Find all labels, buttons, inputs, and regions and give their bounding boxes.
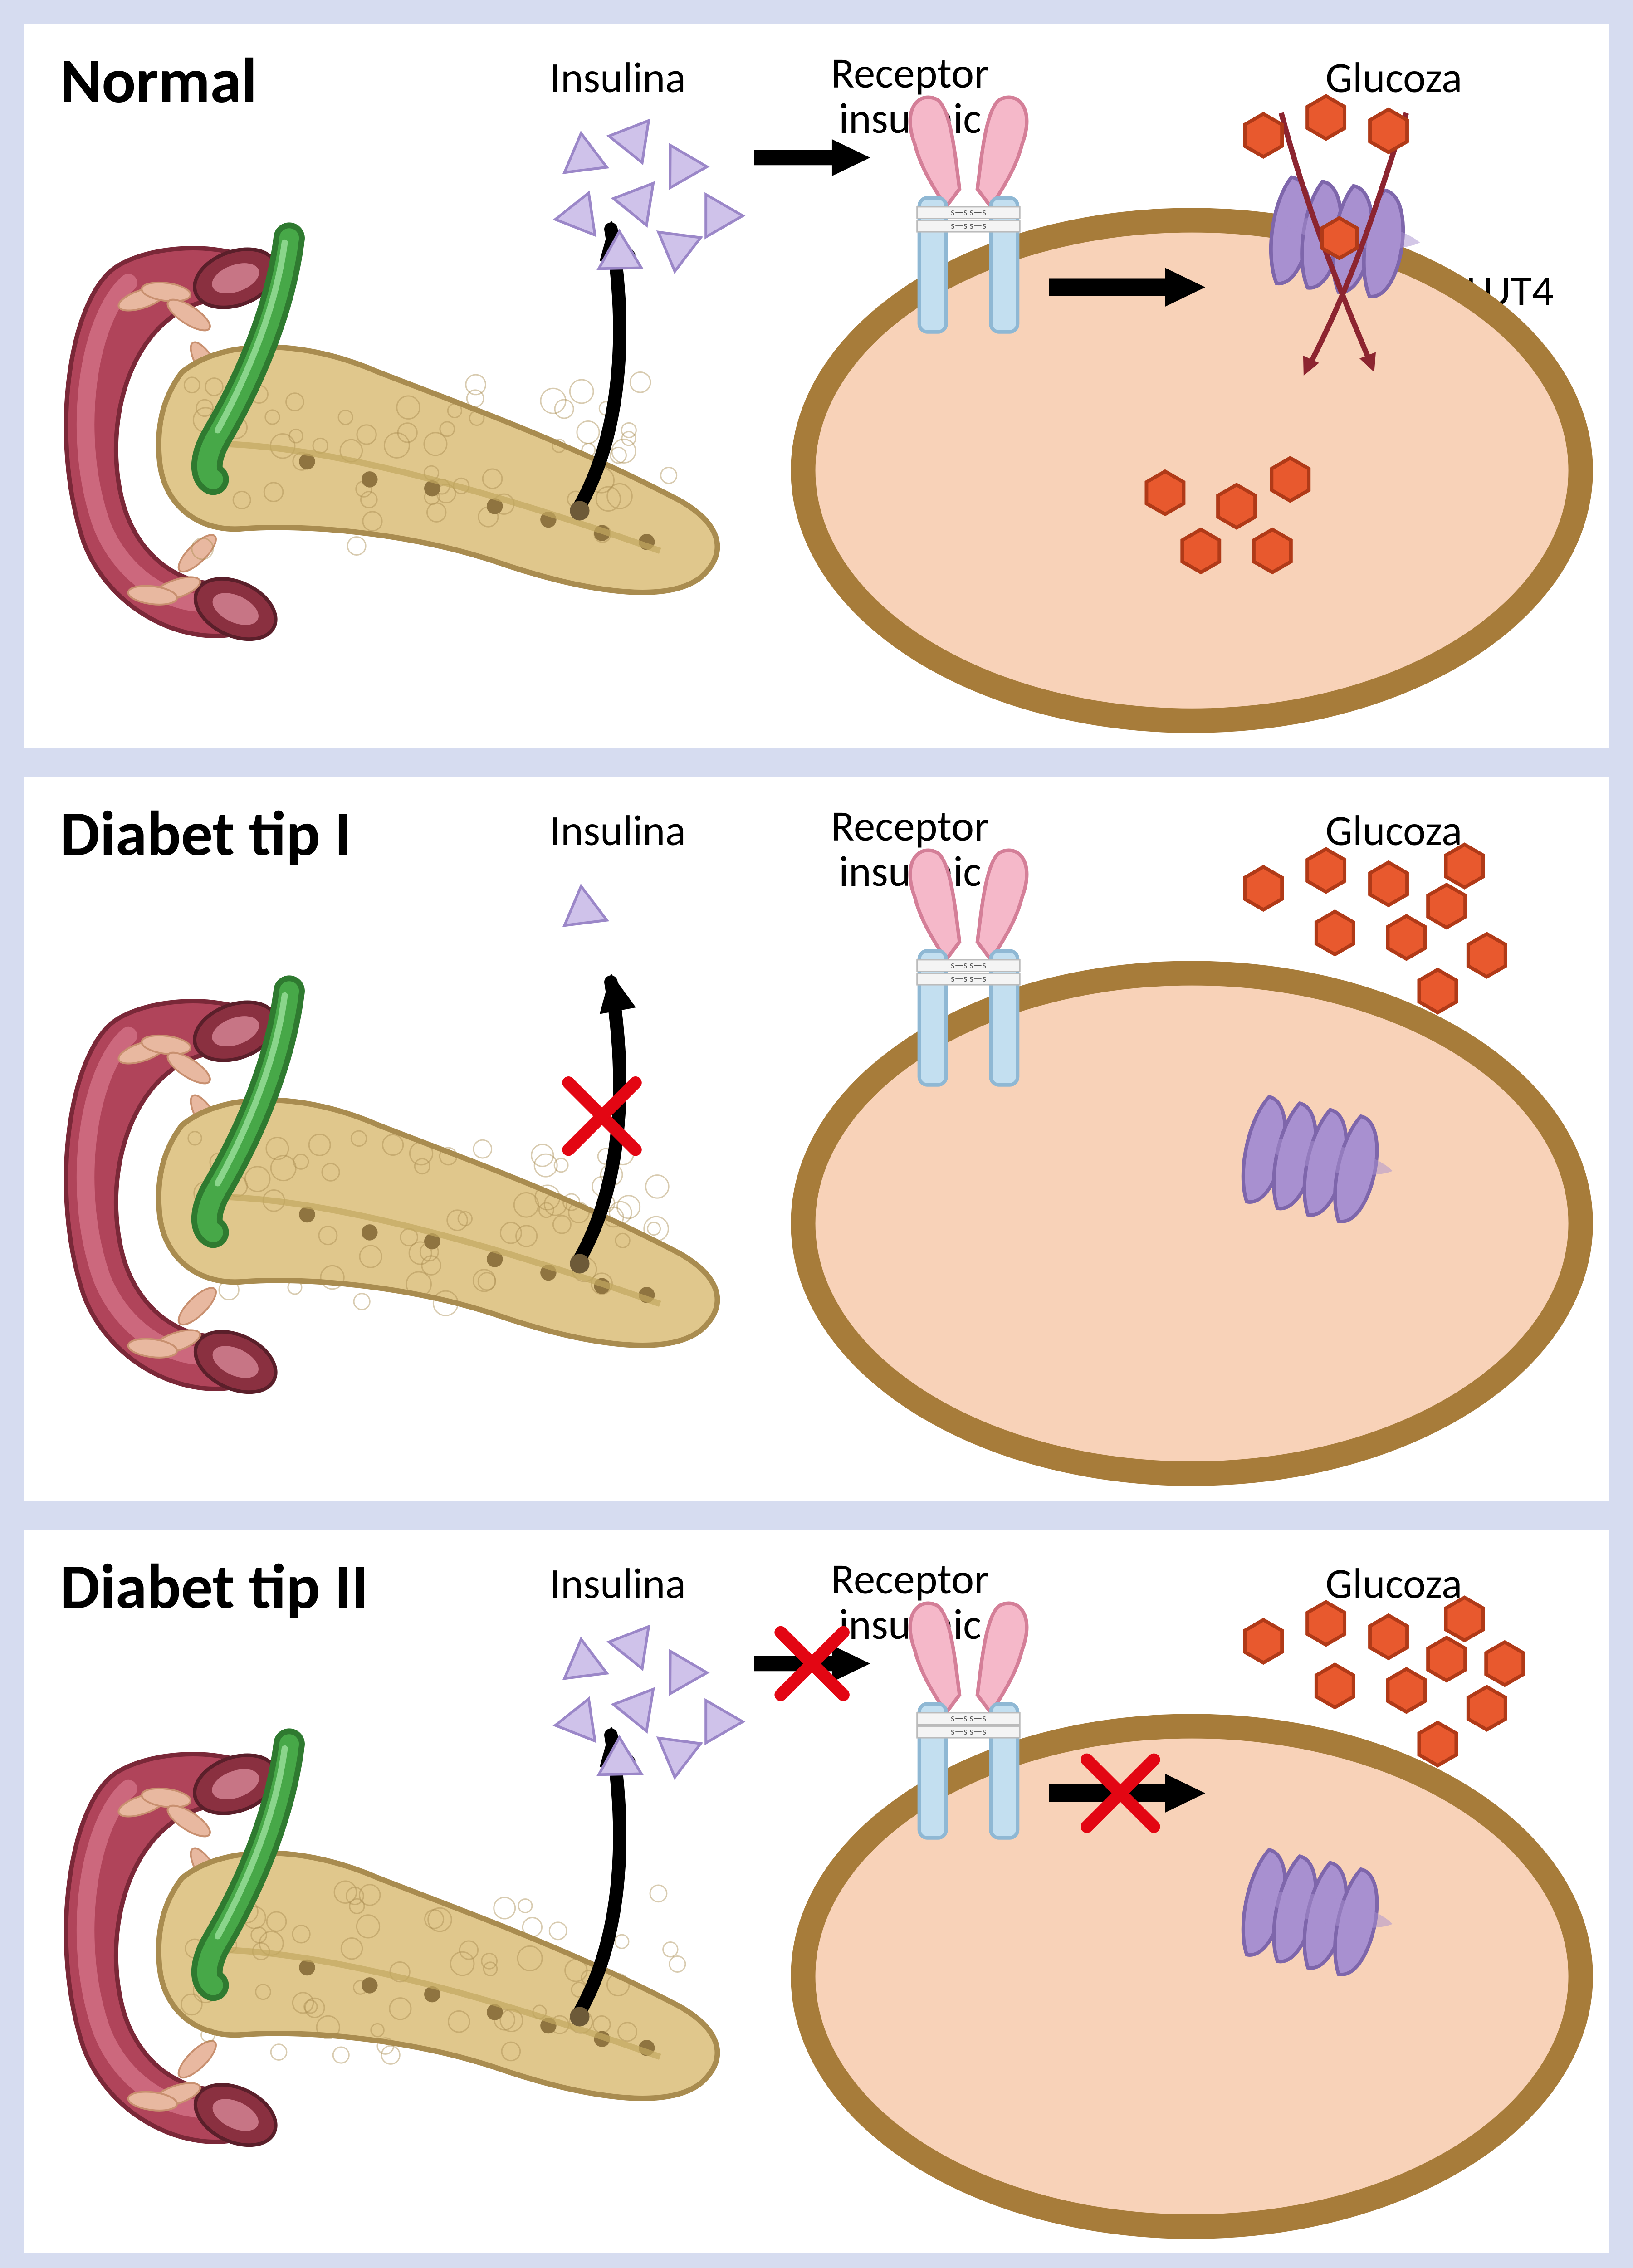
diagram-root: NormalInsulinaReceptor insulinicGlucozaG… [18,18,1615,2259]
svg-text:s—s s—s: s—s s—s [951,1712,986,1724]
panel-type1: Diabet tip IInsulinaReceptor insulinicGl… [18,771,1615,1506]
svg-text:s—s s—s: s—s s—s [951,219,986,231]
svg-text:s—s s—s: s—s s—s [951,972,986,984]
panel-svg: s—s s—ss—s s—s [24,777,1609,1501]
panel-normal: NormalInsulinaReceptor insulinicGlucozaG… [18,18,1615,753]
panel-type2: Diabet tip IIInsulinaReceptor insulinicG… [18,1524,1615,2259]
panel-svg: s—s s—ss—s s—s [24,1530,1609,2253]
svg-text:s—s s—s: s—s s—s [951,1725,986,1737]
svg-text:s—s s—s: s—s s—s [951,959,986,971]
panel-svg: s—s s—ss—s s—s [24,24,1609,748]
svg-text:s—s s—s: s—s s—s [951,206,986,218]
